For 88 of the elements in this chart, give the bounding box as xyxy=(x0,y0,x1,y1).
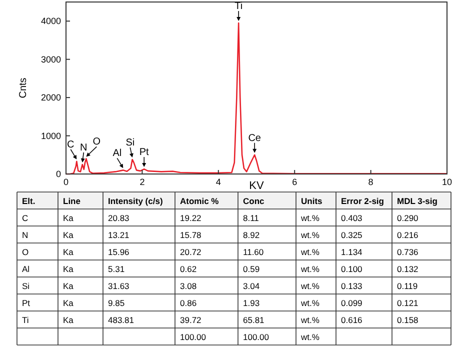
y-tick-label: 3000 xyxy=(40,54,61,64)
text: 3.04 xyxy=(243,281,260,291)
x-tick-label: 4 xyxy=(216,177,221,187)
x-tick-label: 0 xyxy=(63,177,69,187)
text: wt.% xyxy=(301,264,320,274)
x-tick-label: 6 xyxy=(292,177,298,187)
y-axis-title: Cnts xyxy=(18,78,29,98)
x-tick-label: 10 xyxy=(442,177,452,187)
text: Ka xyxy=(63,315,74,325)
text: Ka xyxy=(63,213,74,223)
text: wt.% xyxy=(301,247,320,257)
annotation: Al xyxy=(112,148,122,160)
annotation: Ce xyxy=(248,132,262,144)
text: 0.216 xyxy=(397,230,418,240)
text: 0.158 xyxy=(397,315,418,325)
annotation: Ti xyxy=(234,1,243,12)
text: 0.59 xyxy=(243,264,260,274)
text: 0.121 xyxy=(397,298,418,308)
text: 0.403 xyxy=(341,213,362,223)
category-label: Intensity (c/s) xyxy=(108,196,163,206)
text: 0.325 xyxy=(341,230,362,240)
category-label: Conc xyxy=(243,196,265,206)
y-tick-label: 1000 xyxy=(40,130,61,141)
text: wt.% xyxy=(301,315,320,325)
text: 0.133 xyxy=(341,281,362,291)
text: 8.92 xyxy=(243,230,260,240)
annotation: O xyxy=(92,136,101,148)
category-label: MDL 3-sig xyxy=(397,196,438,206)
y-tick-label: 4000 xyxy=(40,16,61,26)
x-axis-title: KV xyxy=(249,180,264,192)
text: 20.72 xyxy=(180,247,202,257)
text: 19.22 xyxy=(180,213,202,223)
text: wt.% xyxy=(301,213,320,223)
text: 0.86 xyxy=(180,298,197,308)
y-tick-label: 2000 xyxy=(40,92,61,103)
text: Ka xyxy=(63,264,74,274)
text: Ka xyxy=(63,230,74,240)
category-label: Elt. xyxy=(22,196,36,206)
text: 483.81 xyxy=(108,315,134,325)
text: 31.63 xyxy=(108,281,130,291)
text: N xyxy=(22,230,28,240)
text: 1.93 xyxy=(243,298,260,308)
text: 0.119 xyxy=(397,281,418,291)
annotation: N xyxy=(80,142,88,154)
text: 0.62 xyxy=(180,264,197,274)
text: 0.616 xyxy=(341,315,362,325)
text: 0.099 xyxy=(341,298,362,308)
text: O xyxy=(22,247,29,257)
text: 100.00 xyxy=(180,332,206,342)
text: 13.21 xyxy=(108,230,130,240)
category-label: Line xyxy=(63,196,81,206)
text: Ka xyxy=(63,281,74,291)
text: 20.83 xyxy=(108,213,130,223)
text: C xyxy=(22,213,28,223)
annotation: C xyxy=(67,139,74,150)
text: 0.736 xyxy=(397,247,418,257)
text: wt.% xyxy=(301,281,320,291)
text: 0.132 xyxy=(397,264,418,274)
text: Pt xyxy=(22,298,30,308)
text: 65.81 xyxy=(243,315,264,325)
text: 15.96 xyxy=(108,247,130,257)
category-label: Atomic % xyxy=(180,196,220,206)
x-tick-label: 2 xyxy=(140,177,145,187)
text: wt.% xyxy=(301,298,320,308)
text: 15.78 xyxy=(180,230,202,240)
category-label: Error 2-sig xyxy=(341,196,384,206)
text: Ti xyxy=(22,315,29,325)
text: Al xyxy=(22,264,30,274)
text: wt.% xyxy=(301,230,320,240)
text: 8.11 xyxy=(243,213,259,223)
text: 9.85 xyxy=(108,298,125,308)
text: 0.290 xyxy=(397,213,418,223)
text: Si xyxy=(22,281,30,291)
text: wt.% xyxy=(301,332,320,342)
text: 100.00 xyxy=(243,332,269,342)
x-tick-label: 8 xyxy=(368,177,374,187)
category-label: Units xyxy=(301,196,323,206)
text: 3.08 xyxy=(180,281,197,291)
text: 39.72 xyxy=(180,315,202,325)
text: Ka xyxy=(63,298,74,308)
text: 5.31 xyxy=(108,264,125,274)
y-tick-label: 0 xyxy=(56,169,61,179)
text: Ka xyxy=(63,247,74,257)
text: 1.134 xyxy=(341,247,362,257)
text: 11.60 xyxy=(243,247,264,257)
text: 0.100 xyxy=(341,264,362,274)
annotation: Si xyxy=(126,137,135,148)
annotation: Pt xyxy=(139,147,150,158)
